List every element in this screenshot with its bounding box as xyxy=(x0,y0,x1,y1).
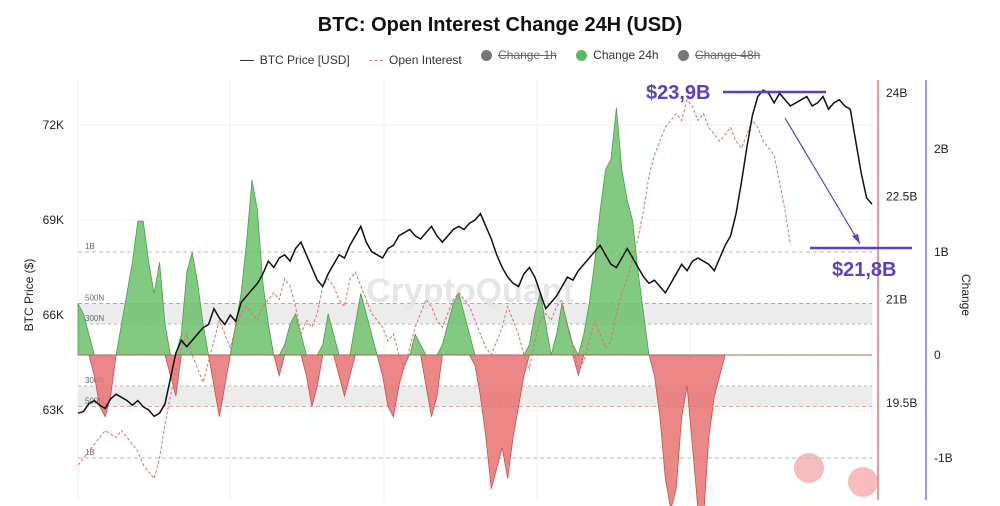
change-tick-label: 2B xyxy=(934,142,949,156)
legend-label: Change 1h xyxy=(498,48,557,62)
trend-arrow-line xyxy=(784,117,861,245)
oi-tick-label: 22.5B xyxy=(886,189,917,203)
open-interest-line xyxy=(77,98,791,480)
legend-dot-icon xyxy=(677,49,689,61)
legend-item-btc-price[interactable]: BTC Price [USD] xyxy=(239,53,350,67)
legend-item-open-interest[interactable]: Open Interest xyxy=(369,53,462,67)
open-interest-series xyxy=(77,98,791,480)
band-label: 1B xyxy=(85,242,95,251)
change-tick-label: 0 xyxy=(934,348,941,362)
callout-high: $23,9B xyxy=(646,82,711,104)
y-tick-label: 63K xyxy=(43,403,64,417)
change-axis-title: Change xyxy=(959,274,973,316)
oi-tick-label: 21B xyxy=(886,293,907,307)
legend-label: Open Interest xyxy=(389,53,462,67)
change-tick-label: 1B xyxy=(934,245,949,259)
legend-dash-icon xyxy=(369,59,384,61)
legend: BTC Price [USD] Open Interest Change 1h … xyxy=(0,48,1000,67)
band-label: 500N xyxy=(85,294,104,303)
band-negative xyxy=(78,385,872,407)
change-tick-label: -1B xyxy=(934,451,953,465)
legend-dot-icon xyxy=(481,49,493,61)
trend-arrow-head xyxy=(852,234,860,244)
change-24h-negative-area xyxy=(78,354,872,506)
band-label: 300N xyxy=(85,376,104,385)
btc-price-series xyxy=(77,89,873,418)
legend-item-change-24h[interactable]: Change 24h xyxy=(576,48,659,62)
legend-dot-icon xyxy=(576,49,588,61)
y-tick-label: 66K xyxy=(43,308,64,322)
highlight-circle xyxy=(848,467,878,497)
band-label: 1B xyxy=(85,448,95,457)
change-24h-series xyxy=(77,107,872,506)
watermark: CryptoQuant xyxy=(366,272,574,310)
annotations: $23,9B $21,8B xyxy=(646,82,912,497)
band-positive xyxy=(78,303,872,325)
chart-title: BTC: Open Interest Change 24H (USD) xyxy=(317,14,683,36)
y-tick-label: 69K xyxy=(43,213,64,227)
oi-tick-label: 24B xyxy=(886,86,907,100)
y-axis-title: BTC Price ($) xyxy=(22,259,36,332)
legend-line-icon xyxy=(239,59,254,61)
axes: 72K 69K 66K 63K 24B 22.5B 21B 19.5B 2B 1B 0 -1B BTC … xyxy=(22,80,973,500)
y-tick-label: 72K xyxy=(43,118,64,132)
btc-price-line xyxy=(77,89,873,418)
highlight-circle xyxy=(794,453,824,483)
legend-label: BTC Price [USD] xyxy=(259,53,350,67)
legend-label: Change 48h xyxy=(694,48,761,62)
legend-label: Change 24h xyxy=(593,48,659,62)
legend-item-change-1h[interactable]: Change 1h xyxy=(481,48,557,62)
band-label: 300N xyxy=(85,314,104,323)
callout-low: $21,8B xyxy=(832,259,897,281)
legend-item-change-48h[interactable]: Change 48h xyxy=(677,48,761,62)
oi-tick-label: 19.5B xyxy=(886,396,917,410)
